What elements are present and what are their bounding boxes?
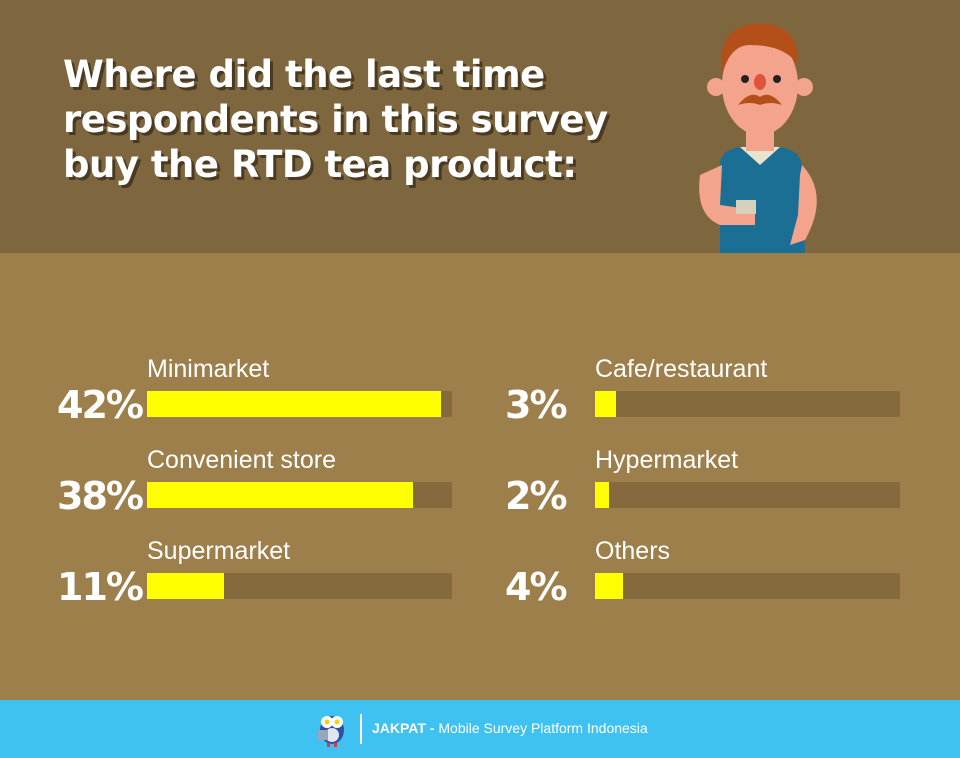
bar-track	[595, 573, 900, 599]
bar-fill	[147, 573, 224, 599]
person-illustration-icon	[699, 23, 817, 253]
bar-item: 2% Hypermarket	[505, 446, 905, 526]
bar-value-label: 2%	[505, 474, 567, 518]
bar-fill	[147, 391, 441, 417]
bar-value-label: 38%	[57, 474, 144, 518]
bar-value-label: 42%	[57, 383, 144, 427]
bar-value-label: 4%	[505, 565, 567, 609]
bar-track	[595, 391, 900, 417]
owl-mascot-icon	[318, 716, 344, 747]
bar-track	[595, 482, 900, 508]
bar-category-label: Supermarket	[147, 537, 291, 565]
bar-fill	[595, 482, 609, 508]
footer-text: JAKPAT - Mobile Survey Platform Indonesi…	[372, 720, 648, 736]
bar-track	[147, 482, 452, 508]
bar-value-label: 11%	[57, 565, 144, 609]
footer-brand: JAKPAT -	[372, 720, 435, 736]
bar-category-label: Cafe/restaurant	[595, 355, 768, 383]
bar-track	[147, 573, 452, 599]
divider	[360, 714, 362, 744]
bar-item: 42% Minimarket	[57, 355, 457, 435]
bar-fill	[595, 573, 623, 599]
bar-category-label: Convenient store	[147, 446, 337, 474]
bar-item: 11% Supermarket	[57, 537, 457, 617]
bar-category-label: Hypermarket	[595, 446, 739, 474]
bar-fill	[147, 482, 413, 508]
bar-value-label: 3%	[505, 383, 567, 427]
bar-track	[147, 391, 452, 417]
bar-item: 38% Convenient store	[57, 446, 457, 526]
bar-fill	[595, 391, 616, 417]
footer: JAKPAT - Mobile Survey Platform Indonesi…	[0, 700, 960, 758]
bar-category-label: Minimarket	[147, 355, 270, 383]
page-title: Where did the last time respondents in t…	[63, 53, 608, 186]
footer-tagline: Mobile Survey Platform Indonesia	[438, 720, 648, 736]
bar-category-label: Others	[595, 537, 671, 565]
bar-item: 4% Others	[505, 537, 905, 617]
header: Where did the last time respondents in t…	[0, 0, 960, 253]
bar-item: 3% Cafe/restaurant	[505, 355, 905, 435]
